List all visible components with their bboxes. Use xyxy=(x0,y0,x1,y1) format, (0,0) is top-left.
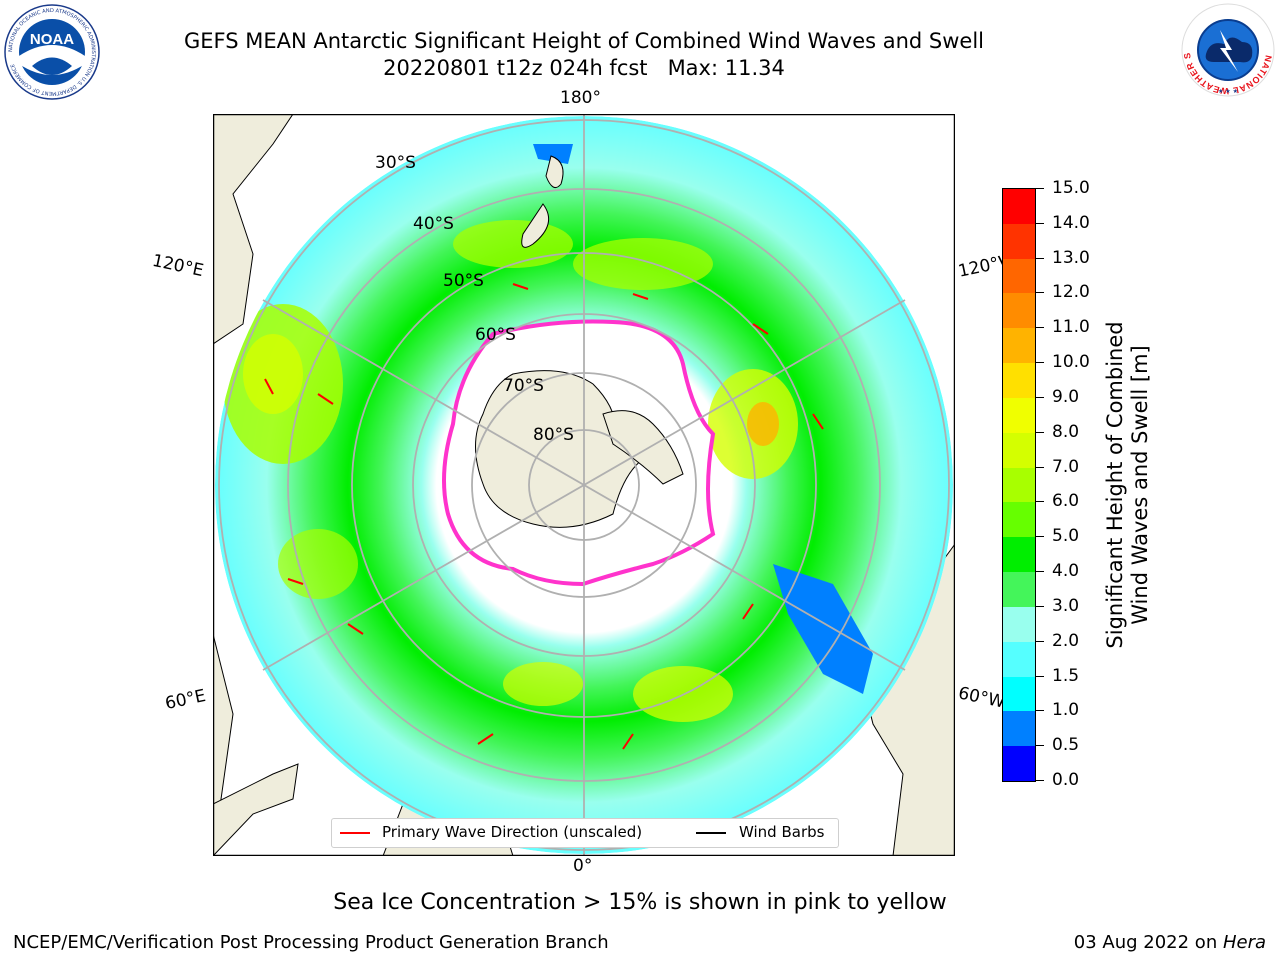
colorbar-tick xyxy=(1036,327,1044,329)
wave-direction-legend-line xyxy=(340,832,370,834)
wave-direction-arrows xyxy=(264,283,824,750)
colorbar-title-line2: Wind Waves and Swell [m] xyxy=(1128,345,1152,625)
lon-label-0: 0° xyxy=(573,856,593,876)
colorbar-tick xyxy=(1036,640,1044,642)
colorbar-tick xyxy=(1036,362,1044,364)
colorbar-segment xyxy=(1003,363,1035,399)
lat-label-30s: 30°S xyxy=(375,153,416,173)
colorbar-segment xyxy=(1003,537,1035,573)
colorbar-segment xyxy=(1003,676,1035,712)
colorbar-tick-label: 1.0 xyxy=(1052,700,1080,721)
colorbar-tick-label: 15.0 xyxy=(1052,178,1090,198)
colorbar-segment xyxy=(1003,502,1035,538)
antarctica xyxy=(442,319,716,587)
colorbar-segment xyxy=(1003,223,1035,260)
footer-date: 03 Aug 2022 on Hera xyxy=(1074,932,1266,953)
colorbar-tick-label: 0.5 xyxy=(1052,735,1080,756)
lat-labels: 30°S 40°S 50°S 60°S 70°S 80°S xyxy=(375,153,574,445)
colorbar-tick xyxy=(1036,745,1044,747)
svg-text:★ ★ ★: ★ ★ ★ xyxy=(1218,88,1238,95)
colorbar-segment xyxy=(1003,711,1035,747)
lat-label-60s: 60°S xyxy=(475,325,516,345)
colorbar-tick-label: 2.0 xyxy=(1052,630,1080,651)
colorbar-tick xyxy=(1036,431,1044,433)
colorbar-tick xyxy=(1036,396,1044,398)
map-legend: Primary Wave Direction (unscaled) Wind B… xyxy=(331,818,839,848)
colorbar-tick-label: 1.5 xyxy=(1052,665,1080,686)
lat-label-40s: 40°S xyxy=(413,214,454,234)
colorbar-segment xyxy=(1003,641,1035,678)
chart-title: GEFS MEAN Antarctic Significant Height o… xyxy=(183,29,985,53)
wave-direction-legend-label: Primary Wave Direction (unscaled) xyxy=(382,823,643,841)
colorbar-tick xyxy=(1036,571,1044,573)
colorbar-tick xyxy=(1036,780,1044,781)
colorbar-tick xyxy=(1036,188,1044,189)
footer-system: Hera xyxy=(1222,932,1266,953)
footer-date-text: 03 Aug 2022 on xyxy=(1073,932,1223,953)
colorbar-tick xyxy=(1036,222,1044,224)
colorbar-segment xyxy=(1003,328,1035,364)
colorbar-tick-label: 5.0 xyxy=(1052,526,1080,547)
colorbar-tick xyxy=(1036,466,1044,468)
wind-barb-legend-label: Wind Barbs xyxy=(739,823,825,841)
colorbar-tick-label: 8.0 xyxy=(1052,421,1080,442)
colorbar-tick-label: 12.0 xyxy=(1052,282,1090,303)
colorbar-tick xyxy=(1036,536,1044,538)
colorbar-tick xyxy=(1036,257,1044,259)
colorbar-segment xyxy=(1003,572,1035,608)
noaa-logo: NOAA NATIONAL OCEANIC AND ATMOSPHERIC AD… xyxy=(4,4,100,100)
noaa-wordmark: NOAA xyxy=(30,31,74,48)
colorbar-tick-label: 0.0 xyxy=(1052,770,1080,790)
footer-credit: NCEP/EMC/Verification Post Processing Pr… xyxy=(13,932,609,953)
colorbar-tick xyxy=(1036,675,1044,677)
colorbar-segment xyxy=(1003,432,1035,469)
sea-ice-note: Sea Ice Concentration > 15% is shown in … xyxy=(333,890,947,915)
lat-label-70s: 70°S xyxy=(503,376,544,396)
graticule xyxy=(218,114,950,856)
colorbar-tick xyxy=(1036,292,1044,294)
colorbar-tick-label: 10.0 xyxy=(1052,352,1090,373)
colorbar-segment xyxy=(1003,397,1035,434)
lon-label-120e: 120°E xyxy=(150,250,206,282)
colorbar-title-line1: Significant Height of Combined xyxy=(1103,321,1127,649)
lon-label-60e: 60°E xyxy=(163,685,208,715)
lon-label-180: 180° xyxy=(560,88,601,108)
lat-label-80s: 80°S xyxy=(533,425,574,445)
islands xyxy=(521,155,564,248)
wind-barb-legend-line xyxy=(696,832,726,834)
colorbar-tick-label: 6.0 xyxy=(1052,491,1080,512)
colorbar-segment xyxy=(1003,746,1035,782)
colorbar-tick-label: 3.0 xyxy=(1052,595,1080,616)
polar-map: 30°S 40°S 50°S 60°S 70°S 80°S xyxy=(213,114,955,856)
colorbar-tick xyxy=(1036,605,1044,607)
colorbar xyxy=(1002,188,1036,782)
colorbar-tick-label: 9.0 xyxy=(1052,386,1080,407)
colorbar-tick-label: 4.0 xyxy=(1052,561,1080,582)
colorbar-segment xyxy=(1003,467,1035,503)
colorbar-tick-label: 14.0 xyxy=(1052,212,1090,233)
colorbar-segment xyxy=(1003,606,1035,643)
nws-logo: NATIONAL WEATHER SERVICE ★ ★ ★ xyxy=(1180,2,1275,97)
colorbar-tick-label: 13.0 xyxy=(1052,247,1090,268)
colorbar-segment xyxy=(1003,258,1035,294)
colorbar-tick xyxy=(1036,501,1044,503)
colorbar-tick-label: 11.0 xyxy=(1052,317,1090,338)
lon-label-60w: 60°W xyxy=(956,683,1007,713)
chart-subtitle: 20220801 t12z 024h fcst Max: 11.34 xyxy=(383,56,785,80)
colorbar-tick xyxy=(1036,710,1044,712)
lat-label-50s: 50°S xyxy=(443,271,484,291)
colorbar-segment xyxy=(1003,189,1035,225)
colorbar-tick-label: 7.0 xyxy=(1052,456,1080,477)
colorbar-segment xyxy=(1003,293,1035,329)
